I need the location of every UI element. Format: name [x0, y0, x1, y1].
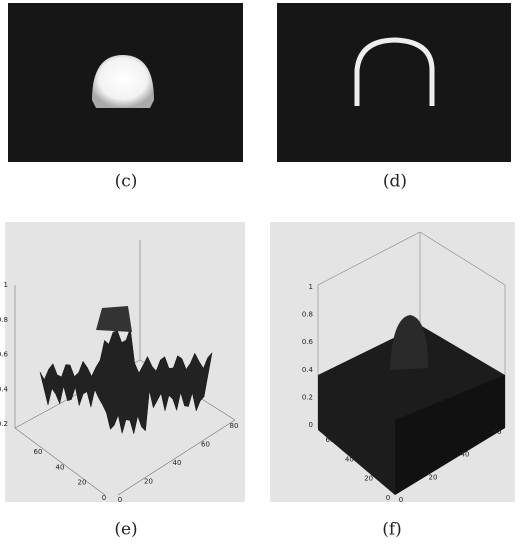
- caption: (d): [383, 172, 407, 192]
- z-tick-label: 0.8: [302, 311, 313, 319]
- y-tick-label: 20: [364, 475, 373, 483]
- y-tick-label: 0: [386, 494, 390, 502]
- y-tick-label: 0: [102, 494, 106, 502]
- caption: (c): [115, 172, 138, 192]
- z-tick-label: 0.4: [302, 366, 314, 374]
- z-tick-label: 0.6: [0, 351, 9, 359]
- caption: (e): [114, 520, 137, 540]
- x-tick-label: 40: [461, 451, 470, 459]
- z-tick-label: 0.4: [0, 385, 9, 393]
- x-tick-label: 0: [399, 496, 403, 504]
- z-tick-label: 1: [309, 283, 313, 291]
- image-d: [277, 3, 511, 162]
- z-tick-label: 0.8: [0, 316, 8, 324]
- figure: (c) (d) (e) (f) 1 0.8 0.6 0.4 0.2 60 40 20 0 0 20 4…: [0, 0, 523, 551]
- x-tick-label: 60: [201, 441, 210, 449]
- x-tick-label: 20: [144, 478, 153, 486]
- figure-page: (c) (d) (e) (f) 1 0.8 0.6 0.4 0.2 60 40 20 0 0 20 4…: [0, 0, 523, 551]
- y-tick-label: 20: [78, 479, 87, 487]
- z-tick-label: 0.6: [302, 338, 314, 346]
- y-tick-label: 60: [326, 436, 335, 444]
- caption: (f): [382, 520, 402, 540]
- z-tick-label: 0.2: [0, 420, 8, 428]
- x-tick-label: 20: [429, 473, 438, 481]
- y-tick-label: 40: [345, 455, 354, 463]
- x-tick-label: 80: [230, 422, 239, 430]
- z-tick-label: 1: [4, 281, 8, 289]
- y-tick-label: 60: [34, 448, 43, 456]
- x-tick-label: 60: [493, 428, 502, 436]
- z-tick-label: 0: [309, 421, 313, 429]
- z-tick-label: 0.2: [302, 393, 313, 401]
- x-tick-label: 0: [118, 496, 122, 504]
- x-tick-label: 40: [173, 459, 182, 467]
- y-tick-label: 40: [56, 463, 65, 471]
